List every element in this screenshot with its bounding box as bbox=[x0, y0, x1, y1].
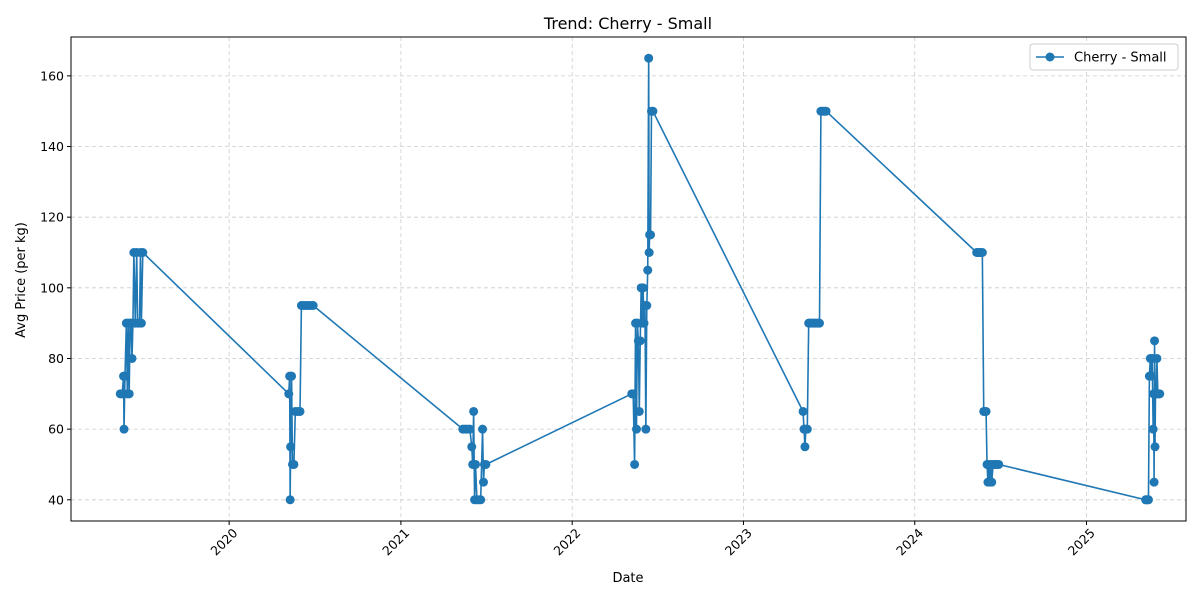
data-point bbox=[646, 230, 656, 240]
data-point bbox=[798, 406, 808, 416]
data-point bbox=[284, 389, 294, 399]
data-point bbox=[285, 495, 295, 505]
y-tick-label: 60 bbox=[48, 422, 64, 437]
axes-frame bbox=[70, 36, 1187, 522]
data-point bbox=[467, 442, 477, 452]
y-tick-label: 160 bbox=[40, 68, 64, 83]
data-point bbox=[648, 106, 658, 116]
data-point bbox=[644, 248, 654, 258]
y-tick-label: 140 bbox=[40, 139, 64, 154]
data-point bbox=[642, 300, 652, 310]
data-point bbox=[287, 371, 297, 381]
legend: Cherry - Small bbox=[1029, 43, 1179, 71]
data-point bbox=[981, 406, 991, 416]
data-point bbox=[641, 424, 651, 434]
data-point bbox=[638, 283, 648, 293]
y-axis: 40 60 80 100 120 140 160 bbox=[40, 68, 71, 507]
data-point bbox=[644, 53, 654, 63]
chart-title: Trend: Cherry - Small bbox=[543, 14, 712, 33]
y-tick-label: 40 bbox=[48, 492, 64, 507]
data-point bbox=[308, 300, 318, 310]
data-point bbox=[994, 459, 1004, 469]
data-point bbox=[286, 442, 296, 452]
data-point bbox=[1143, 495, 1153, 505]
data-point bbox=[120, 371, 130, 381]
y-axis-label: Avg Price (per kg) bbox=[14, 222, 29, 338]
data-point bbox=[1148, 424, 1158, 434]
data-point bbox=[469, 406, 479, 416]
x-axis-label: Date bbox=[612, 571, 643, 586]
data-point bbox=[628, 389, 638, 399]
data-point bbox=[124, 389, 134, 399]
series-layer bbox=[115, 53, 1165, 505]
data-point bbox=[1149, 477, 1159, 487]
data-point bbox=[1152, 353, 1162, 363]
data-point bbox=[814, 318, 824, 328]
data-point bbox=[465, 424, 475, 434]
legend-box bbox=[1029, 43, 1179, 71]
data-point bbox=[1150, 336, 1160, 346]
legend-label: Cherry - Small bbox=[1074, 51, 1167, 66]
data-point bbox=[289, 459, 299, 469]
y-tick-label: 100 bbox=[40, 280, 64, 295]
legend-marker bbox=[1045, 52, 1055, 62]
data-point bbox=[1155, 389, 1165, 399]
data-point bbox=[802, 424, 812, 434]
data-point bbox=[821, 106, 831, 116]
data-point bbox=[634, 406, 644, 416]
data-point bbox=[127, 353, 137, 363]
data-point bbox=[481, 459, 491, 469]
data-point bbox=[1150, 442, 1160, 452]
data-point bbox=[119, 424, 129, 434]
data-point bbox=[471, 459, 481, 469]
grid bbox=[71, 37, 1186, 521]
data-point bbox=[800, 442, 810, 452]
data-point bbox=[136, 318, 146, 328]
data-point bbox=[643, 265, 653, 275]
data-point bbox=[987, 477, 997, 487]
data-point bbox=[295, 406, 305, 416]
data-point bbox=[478, 424, 488, 434]
data-point bbox=[639, 318, 649, 328]
data-point bbox=[1146, 371, 1156, 381]
data-point bbox=[478, 477, 488, 487]
data-point bbox=[977, 248, 987, 258]
data-point bbox=[631, 424, 641, 434]
data-point bbox=[476, 495, 486, 505]
y-tick-label: 120 bbox=[40, 210, 64, 225]
data-point bbox=[630, 459, 640, 469]
data-point bbox=[635, 336, 645, 346]
y-tick-label: 80 bbox=[48, 351, 64, 366]
data-point bbox=[138, 248, 148, 258]
